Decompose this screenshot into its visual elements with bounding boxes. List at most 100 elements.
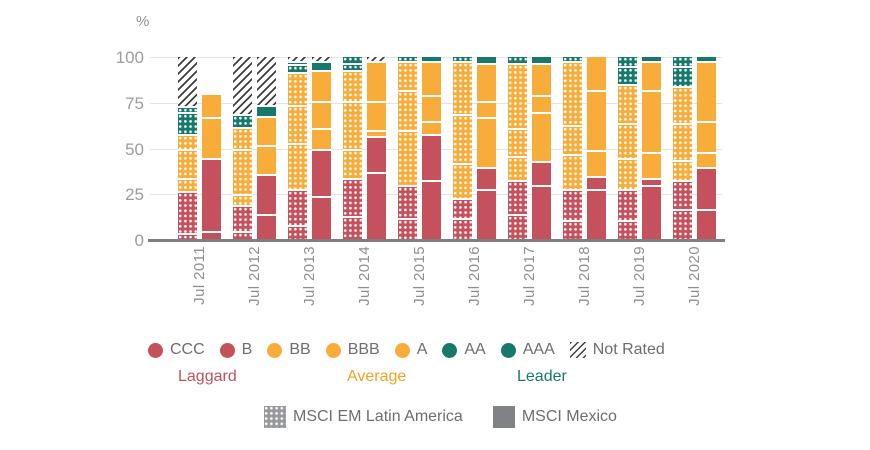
percent-label: % — [136, 13, 150, 30]
segment-bbb — [202, 95, 221, 118]
legend-rating-label: BBB — [347, 341, 380, 358]
segment-a — [288, 71, 307, 105]
legend-series-label: MSCI Mexico — [521, 408, 617, 425]
bar-mexico-jul-2014 — [367, 57, 386, 240]
segment-bbb — [453, 113, 472, 164]
segment-bb — [233, 194, 252, 206]
segment-bb — [257, 144, 276, 175]
bb-circle-icon — [267, 342, 283, 358]
segment-a — [312, 69, 331, 101]
segment-bbb — [422, 95, 441, 122]
segment-aa — [508, 57, 527, 63]
segment-bbb — [508, 128, 527, 156]
segment-b — [343, 177, 362, 217]
segment-aaa — [288, 60, 307, 65]
x-axis-labels: Jul 2011 Jul 2012 Jul 2013 Jul 2014 Jul 2015… — [150, 246, 722, 326]
bar-mexico-jul-2012 — [257, 57, 276, 240]
segment-bb — [367, 130, 386, 136]
segment-ccc — [563, 219, 582, 240]
bar-group-jul-2015 — [398, 57, 441, 240]
segment-bbb — [233, 148, 252, 195]
segment-b — [202, 157, 221, 231]
bar-mexico-jul-2017 — [532, 57, 551, 240]
segment-a — [532, 62, 551, 96]
bars-row — [150, 57, 722, 240]
bar-group-jul-2016 — [453, 57, 496, 240]
y-tick-0: 0 — [134, 231, 144, 250]
segment-ccc — [587, 188, 606, 240]
legend-rating-not-rated: Not Rated — [569, 341, 665, 359]
segment-bb — [673, 159, 692, 180]
segment-a — [673, 86, 692, 123]
y-tick-50: 50 — [125, 139, 144, 159]
y-tick-75: 75 — [125, 93, 144, 113]
aaa-circle-icon — [500, 342, 516, 358]
legend-rating-ccc: CCC — [148, 341, 205, 359]
segment-b — [563, 188, 582, 220]
legend-rating-a: A — [394, 341, 427, 359]
bar-mexico-jul-2011 — [202, 95, 221, 240]
bar-mexico-jul-2020 — [697, 57, 716, 240]
legend-rating-label: AAA — [522, 341, 555, 358]
segment-ccc — [202, 230, 221, 240]
segment-ccc — [422, 179, 441, 240]
bar-mexico-jul-2018 — [587, 57, 606, 240]
bar-mexico-jul-2019 — [642, 57, 661, 240]
segment-bb — [398, 130, 417, 186]
segment-ccc — [288, 225, 307, 240]
segment-aa — [453, 57, 472, 61]
x-label-jul-2014: Jul 2014 — [356, 246, 373, 306]
segment-bb — [642, 152, 661, 178]
segment-bb — [343, 148, 362, 178]
b-circle-icon — [219, 342, 235, 358]
bar-group-jul-2017 — [508, 57, 551, 240]
x-label-jul-2020: Jul 2020 — [686, 246, 703, 306]
segment-b — [477, 166, 496, 189]
segment-bb — [178, 177, 197, 191]
plot-area — [150, 57, 722, 240]
bbb-circle-icon — [325, 342, 341, 358]
segment-ccc — [343, 216, 362, 240]
segment-ccc — [398, 218, 417, 240]
segment-ccc — [367, 172, 386, 240]
y-tick-25: 25 — [125, 185, 144, 205]
segment-bb — [563, 154, 582, 189]
legend-ratings: CCC B BB BBB A AA AAA Not Rated — [148, 341, 665, 359]
segment-ccc — [532, 185, 551, 240]
segment-a — [508, 62, 527, 129]
legend-series: MSCI EM Latin America MSCI Mexico — [264, 406, 617, 428]
segment-aa — [233, 113, 252, 127]
x-label-jul-2015: Jul 2015 — [411, 246, 428, 306]
segment-bb — [508, 155, 527, 180]
segment-aa — [422, 57, 441, 61]
segment-not-rated — [312, 57, 331, 61]
segment-bb — [422, 121, 441, 134]
segment-bb — [312, 128, 331, 149]
legend-rating-label: BB — [289, 341, 311, 358]
bar-em-latam-jul-2018 — [563, 57, 582, 240]
segment-ccc — [618, 219, 637, 240]
segment-a — [587, 57, 606, 90]
segment-aa — [532, 57, 551, 63]
bar-group-jul-2019 — [618, 57, 661, 240]
segment-a — [618, 84, 637, 123]
segment-b — [587, 175, 606, 189]
segment-b — [532, 161, 551, 186]
bar-em-latam-jul-2020 — [673, 57, 692, 240]
segment-bbb — [398, 89, 417, 131]
legend-rating-label: B — [241, 341, 253, 358]
x-label-jul-2016: Jul 2016 — [466, 246, 483, 306]
tier-label-average: Average — [347, 368, 407, 385]
segment-a — [343, 69, 362, 101]
segment-bbb — [477, 100, 496, 118]
segment-bbb — [697, 121, 716, 153]
legend-rating-aa: AA — [442, 341, 486, 359]
segment-not-rated — [257, 57, 276, 105]
segment-bb — [202, 117, 221, 158]
segment-b — [288, 188, 307, 226]
segment-bbb — [532, 95, 551, 112]
segment-ccc — [697, 208, 716, 240]
legend-rating-b: B — [219, 341, 253, 359]
legend-rating-bb: BB — [267, 341, 311, 359]
tier-label-laggard: Laggard — [178, 368, 237, 385]
